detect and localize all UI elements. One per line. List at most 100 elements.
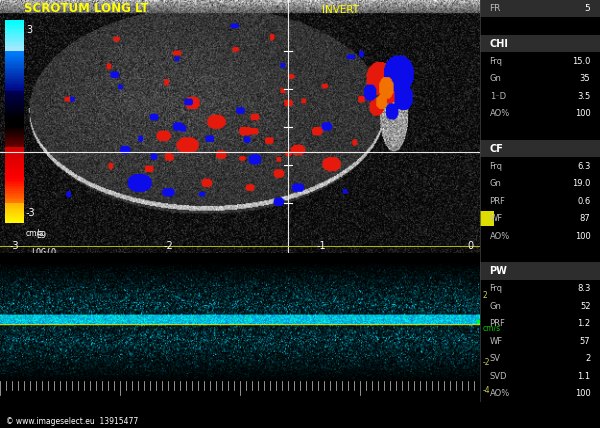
Bar (5, 57, 24, 59)
Bar (5, 218, 24, 220)
Bar (5, 79, 24, 81)
Bar (5, 134, 24, 135)
Text: PW: PW (490, 266, 508, 276)
Text: 0.6: 0.6 (577, 196, 590, 206)
Bar (5, 81, 24, 83)
Bar (5, 47, 24, 49)
Bar (5, 52, 24, 54)
Bar (5, 209, 24, 211)
Bar (5, 86, 24, 88)
Bar (5, 88, 24, 89)
Bar (5, 175, 24, 177)
Bar (5, 211, 24, 213)
Text: 19.0: 19.0 (572, 179, 590, 188)
Bar (5, 56, 24, 57)
Text: LOG(Q: LOG(Q (31, 248, 56, 257)
Bar (5, 128, 24, 130)
Bar (5, 51, 24, 52)
Text: 52: 52 (580, 302, 590, 311)
Text: 1.1: 1.1 (577, 372, 590, 380)
Text: 6.3: 6.3 (577, 162, 590, 171)
Text: CHI: CHI (490, 39, 508, 49)
Text: PRF: PRF (490, 319, 505, 328)
Text: Frq: Frq (490, 284, 503, 293)
Text: Gn: Gn (490, 179, 502, 188)
Text: Frq: Frq (490, 162, 503, 171)
Bar (5, 74, 24, 76)
Bar (5, 41, 24, 42)
Text: -2: -2 (482, 357, 490, 367)
Bar (5, 103, 24, 105)
Bar (5, 132, 24, 134)
Text: FR: FR (490, 4, 501, 13)
Bar (5, 22, 24, 24)
Bar (5, 202, 24, 204)
Bar (5, 167, 24, 169)
Bar (5, 36, 24, 37)
Text: 2: 2 (482, 291, 487, 300)
Bar (5, 127, 24, 128)
Bar (5, 143, 24, 145)
Text: © www.imageselect.eu  13915477: © www.imageselect.eu 13915477 (6, 417, 138, 426)
Bar (5, 76, 24, 78)
Bar (5, 107, 24, 108)
Text: 8.3: 8.3 (577, 284, 590, 293)
Bar (5, 208, 24, 209)
Bar (5, 216, 24, 218)
Bar (5, 186, 24, 187)
Bar (5, 118, 24, 120)
Bar (5, 46, 24, 47)
Bar (5, 111, 24, 113)
Bar (5, 150, 24, 152)
Bar (5, 73, 24, 74)
Bar (480, 211, 494, 226)
Bar (5, 149, 24, 150)
Text: AO%: AO% (490, 389, 510, 398)
Bar (5, 184, 24, 186)
Bar (5, 39, 24, 41)
Bar (5, 30, 24, 32)
Bar (5, 206, 24, 208)
Text: -1: -1 (317, 241, 326, 251)
Bar (480, 140, 600, 158)
Bar (5, 68, 24, 69)
Bar (5, 160, 24, 162)
Bar (5, 166, 24, 167)
Bar (5, 116, 24, 118)
Bar (5, 157, 24, 159)
Bar (480, 0, 600, 18)
Bar (5, 37, 24, 39)
Bar (5, 29, 24, 30)
Text: -3: -3 (10, 241, 19, 251)
Bar (5, 181, 24, 182)
Text: 35: 35 (580, 74, 590, 83)
Bar (5, 32, 24, 34)
Bar (5, 71, 24, 73)
Bar (5, 214, 24, 216)
Bar (5, 95, 24, 96)
Text: 1⁻D: 1⁻D (490, 92, 506, 101)
Text: 15.0: 15.0 (572, 57, 590, 66)
Bar (5, 182, 24, 184)
Bar (5, 125, 24, 127)
Text: AO%: AO% (490, 109, 510, 118)
Bar (5, 24, 24, 25)
Bar (5, 83, 24, 84)
Bar (5, 34, 24, 36)
Text: 100: 100 (575, 109, 590, 118)
Bar (5, 110, 24, 111)
Text: -2: -2 (163, 241, 173, 251)
Bar (5, 199, 24, 201)
Text: WF: WF (490, 214, 503, 223)
Text: Frq: Frq (490, 57, 503, 66)
Bar (5, 91, 24, 93)
Text: WF: WF (490, 336, 503, 345)
Bar (5, 122, 24, 123)
Text: PRF: PRF (490, 196, 505, 206)
Text: 0: 0 (467, 241, 473, 251)
Bar (5, 189, 24, 191)
Bar (5, 155, 24, 157)
Text: AO%: AO% (490, 232, 510, 241)
Text: -4: -4 (482, 386, 490, 395)
Text: SVD: SVD (490, 372, 507, 380)
